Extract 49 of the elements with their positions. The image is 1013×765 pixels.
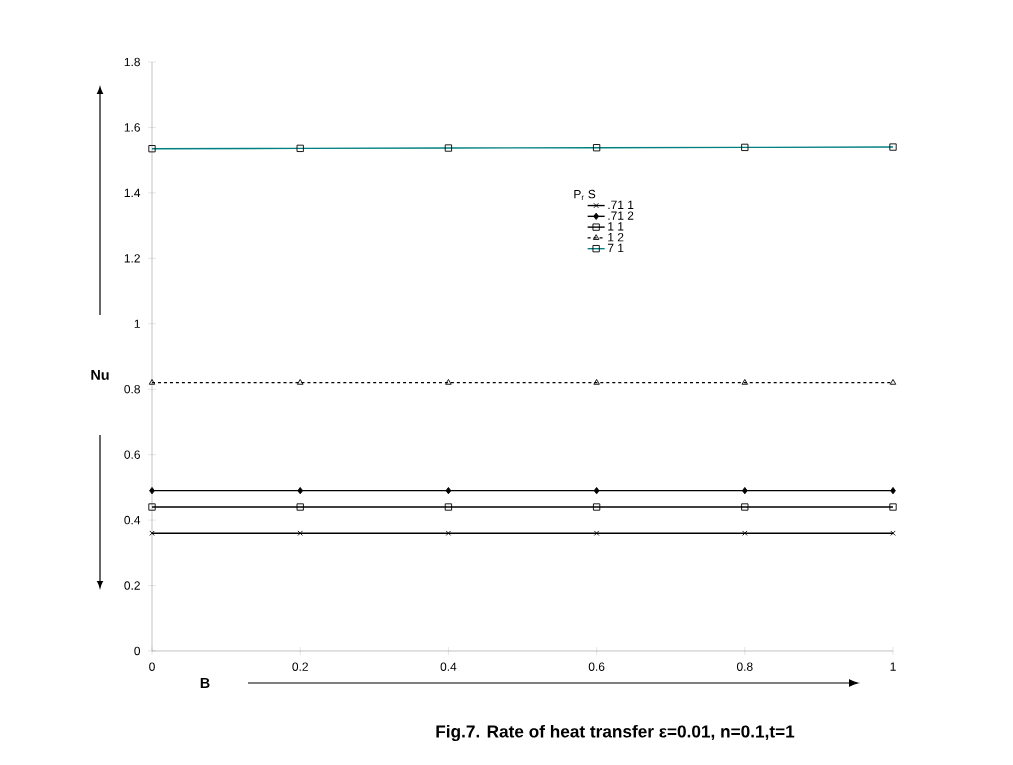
x-tick-label: 0 bbox=[149, 662, 155, 671]
text: Fig.7. Rate of heat transfer ε=0.01, n=0.1,t=1 bbox=[436, 724, 795, 742]
x-tick-label: 0.8 bbox=[736, 662, 753, 671]
point bbox=[445, 487, 452, 495]
point bbox=[445, 530, 452, 536]
point bbox=[890, 487, 896, 495]
point bbox=[297, 379, 304, 385]
y-tick-label: 1.4 bbox=[124, 188, 141, 197]
legend-label: .71 1 bbox=[608, 200, 634, 209]
y-tick-label: 0.6 bbox=[124, 450, 140, 459]
point bbox=[148, 379, 156, 385]
point bbox=[593, 530, 600, 536]
y-tick-label: 1.6 bbox=[124, 123, 140, 132]
legend-title: P$_{r}$ S bbox=[574, 189, 596, 200]
point bbox=[593, 487, 600, 495]
point bbox=[889, 379, 897, 385]
x-axis-title: B bbox=[200, 678, 210, 688]
point bbox=[297, 530, 303, 536]
legend-label: 1 2 bbox=[608, 232, 624, 242]
point bbox=[742, 530, 748, 536]
legend-label: 1 1 bbox=[608, 222, 624, 231]
x-tick-label: 1 bbox=[890, 662, 896, 671]
point bbox=[889, 503, 897, 511]
y-tick-label: 1.2 bbox=[124, 254, 140, 263]
point bbox=[297, 487, 304, 495]
legend-label: 7 1 bbox=[607, 243, 624, 253]
y-tick-label: 1.8 bbox=[124, 57, 140, 67]
point bbox=[741, 379, 749, 385]
point bbox=[296, 503, 304, 511]
y-tick-label: 1 bbox=[134, 319, 140, 328]
y-tick-label: 0.2 bbox=[124, 581, 140, 590]
y-tick-label: 0.8 bbox=[124, 384, 140, 394]
y-tick-label: 0 bbox=[134, 646, 141, 656]
point bbox=[741, 487, 748, 495]
point bbox=[149, 530, 155, 536]
point bbox=[593, 379, 600, 385]
point bbox=[149, 487, 155, 495]
point bbox=[592, 503, 601, 511]
x-tick-label: 0.6 bbox=[588, 662, 605, 671]
point bbox=[890, 530, 896, 536]
y-axis-title: Nu bbox=[91, 369, 109, 380]
point bbox=[444, 503, 453, 511]
y-tick-label: 0.4 bbox=[124, 515, 141, 525]
x-tick-label: 0.4 bbox=[440, 662, 457, 671]
point bbox=[148, 503, 156, 511]
point bbox=[741, 503, 749, 511]
point bbox=[445, 379, 452, 385]
legend-label: .71 2 bbox=[608, 211, 634, 220]
x-tick-label: 0.2 bbox=[292, 662, 308, 671]
